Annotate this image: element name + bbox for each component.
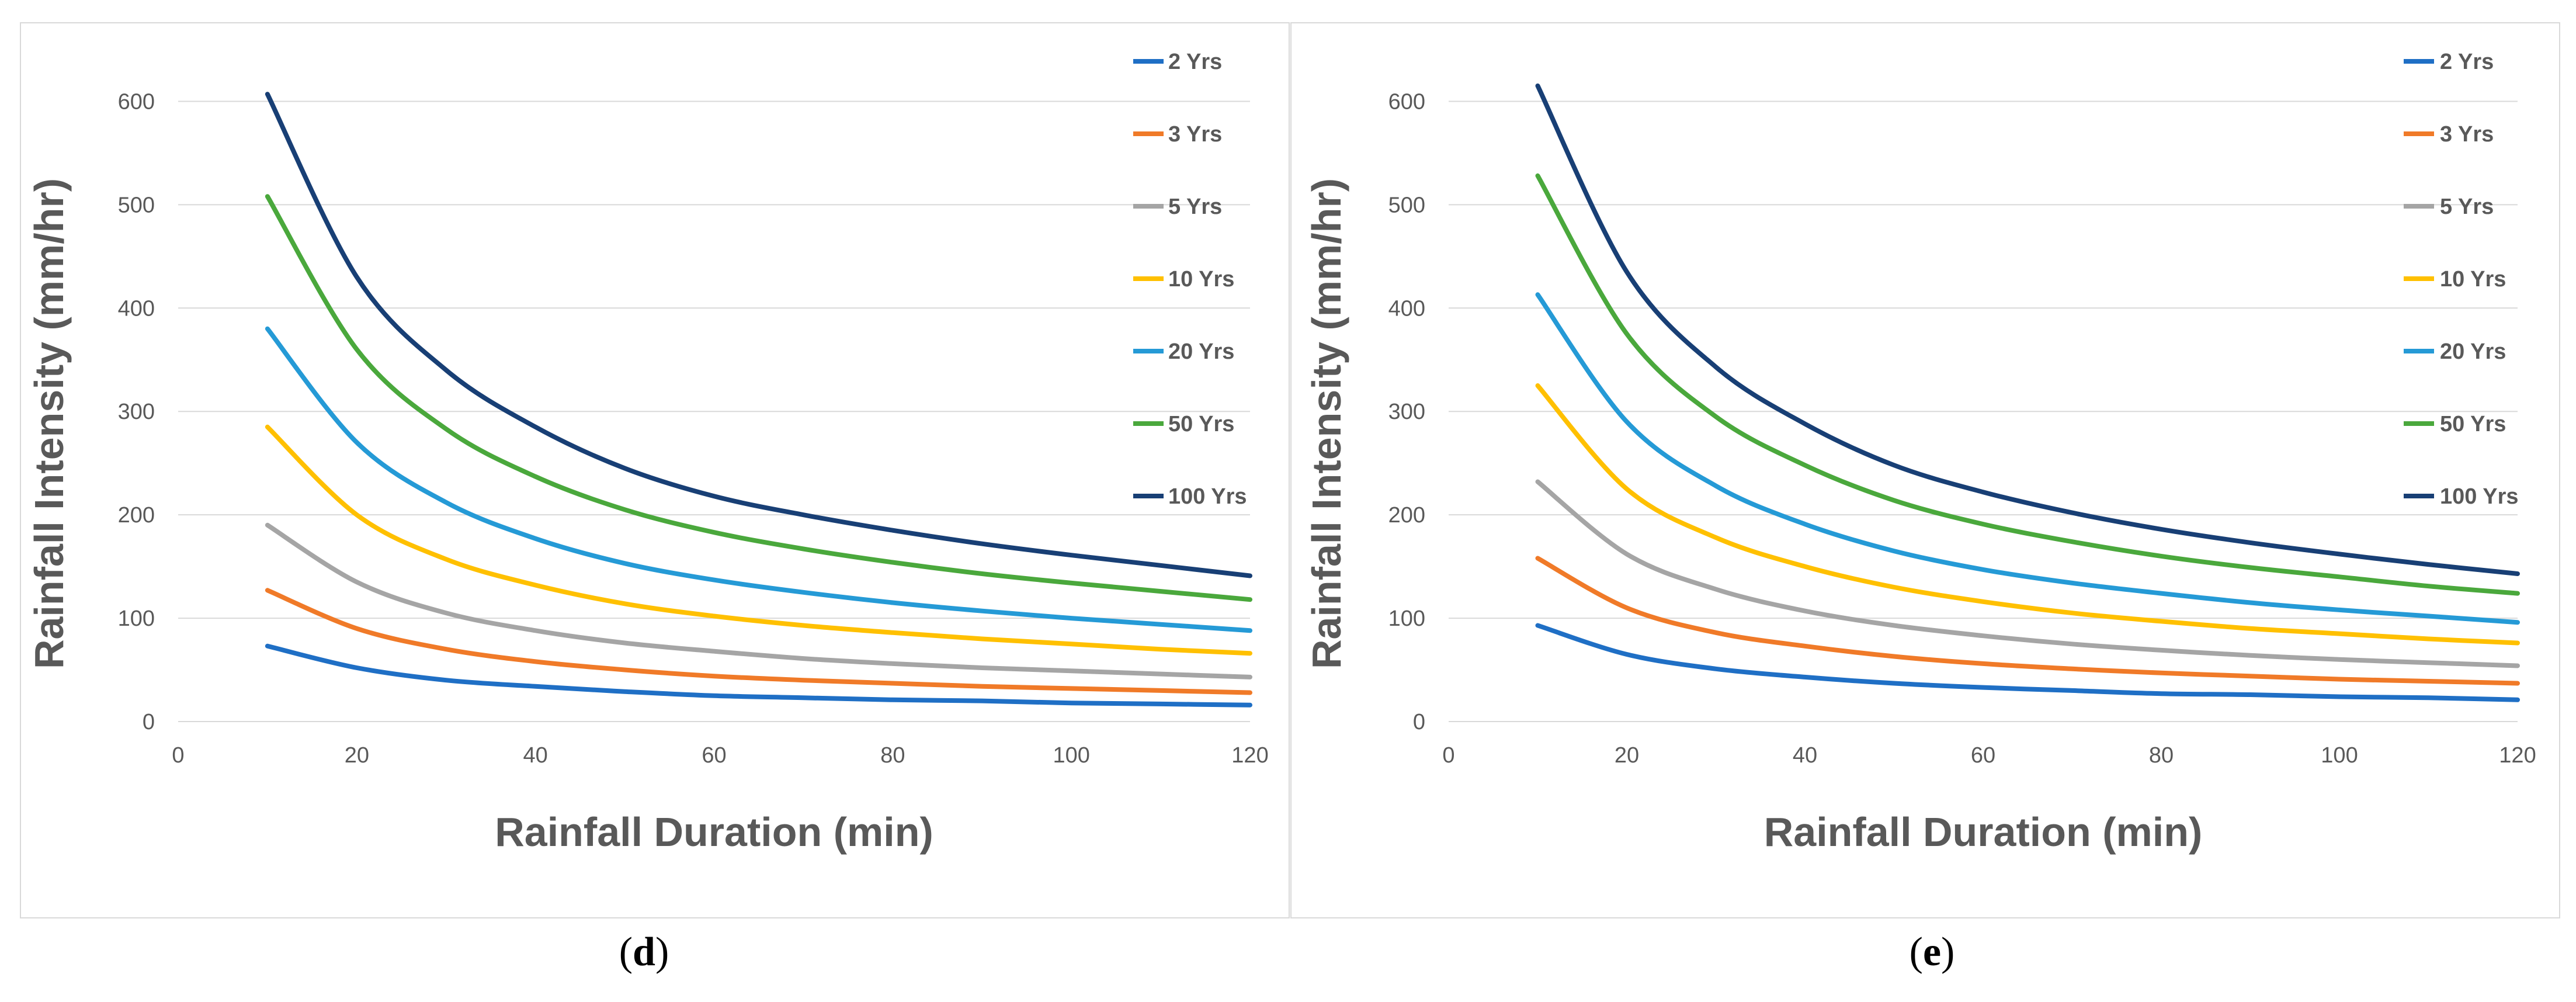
caption-label-e: e <box>1922 930 1942 975</box>
y-tick-label: 0 <box>143 710 155 734</box>
y-tick-label: 100 <box>1388 606 1425 631</box>
caption-e: (e) <box>1909 930 1955 975</box>
panel-e: 0 100 200 300 400 500 600 0 20 40 60 80 100 120 Rainfa… <box>1288 0 2576 1002</box>
series-line-2-yrs <box>1535 623 2520 702</box>
x-tick-label: 120 <box>2499 743 2536 768</box>
series-line-20-yrs <box>265 326 1252 633</box>
legend-label: 2 Yrs <box>1168 50 1222 74</box>
series-line-3-yrs <box>1535 556 2520 686</box>
legend-label: 3 Yrs <box>2440 122 2494 147</box>
y-tick-label: 200 <box>1388 503 1425 528</box>
y-axis-title: Rainfall Intensity (mm/hr) <box>26 178 72 669</box>
y-tick-label: 500 <box>1388 193 1425 217</box>
x-tick-label: 40 <box>523 743 548 768</box>
legend-label: 2 Yrs <box>2440 50 2494 74</box>
legend-label: 50 Yrs <box>2440 412 2506 436</box>
series-line-20-yrs <box>1535 292 2520 625</box>
y-axis-title: Rainfall Intensity (mm/hr) <box>1304 178 1349 669</box>
y-tick-label: 0 <box>1413 710 1425 734</box>
legend-label: 10 Yrs <box>1168 267 1234 292</box>
legend-label: 20 Yrs <box>1168 339 1234 364</box>
x-tick-label: 100 <box>2321 743 2358 768</box>
series-line-3-yrs <box>265 588 1252 695</box>
series-line-10-yrs <box>265 424 1252 656</box>
y-tick-label: 300 <box>1388 400 1425 424</box>
series-line-10-yrs <box>1535 383 2520 646</box>
chart-e: 0 100 200 300 400 500 600 0 20 40 60 80 100 120 Rainfa… <box>1304 50 2536 855</box>
series-line-5-yrs <box>265 522 1252 679</box>
legend-label: 100 Yrs <box>2440 484 2519 509</box>
x-axis-title: Rainfall Duration (min) <box>1764 809 2203 855</box>
x-tick-label: 20 <box>1615 743 1639 768</box>
legend-label: 20 Yrs <box>2440 339 2506 364</box>
y-tick-label: 500 <box>118 193 155 217</box>
legend-label: 5 Yrs <box>2440 195 2494 219</box>
x-tick-label: 60 <box>702 743 726 768</box>
x-tick-label: 20 <box>345 743 369 768</box>
y-tick-label: 400 <box>1388 296 1425 321</box>
series-line-5-yrs <box>1535 479 2520 668</box>
caption-d: (d) <box>619 930 669 975</box>
y-tick-label: 600 <box>1388 89 1425 114</box>
series-line-100-yrs <box>1535 83 2520 576</box>
chart-frame-e <box>1290 22 2560 918</box>
x-tick-label: 120 <box>1231 743 1268 768</box>
caption-label-d: d <box>633 930 655 975</box>
y-tick-label: 300 <box>118 400 155 424</box>
x-tick-label: 100 <box>1053 743 1089 768</box>
legend-label: 10 Yrs <box>2440 267 2506 292</box>
y-tick-label: 200 <box>118 503 155 528</box>
x-axis-title: Rainfall Duration (min) <box>495 809 933 855</box>
x-tick-label: 80 <box>2149 743 2174 768</box>
x-tick-label: 60 <box>1971 743 1995 768</box>
x-tick-label: 0 <box>172 743 184 768</box>
x-tick-label: 40 <box>1793 743 1817 768</box>
panel-d: 0 100 200 300 400 500 600 0 20 40 60 80 100 120 Rainfa… <box>20 22 1290 975</box>
legend-label: 50 Yrs <box>1168 412 1234 436</box>
y-tick-label: 400 <box>118 296 155 321</box>
x-tick-label: 80 <box>880 743 905 768</box>
series-line-100-yrs <box>265 92 1252 578</box>
y-tick-label: 600 <box>118 89 155 114</box>
legend-label: 5 Yrs <box>1168 195 1222 219</box>
series-line-50-yrs <box>265 194 1252 602</box>
legend-label: 3 Yrs <box>1168 122 1222 147</box>
x-tick-label: 0 <box>1442 743 1454 768</box>
series-line-50-yrs <box>1535 173 2520 596</box>
legend-label: 100 Yrs <box>1168 484 1247 509</box>
y-tick-label: 100 <box>118 606 155 631</box>
series-line-2-yrs <box>265 643 1252 708</box>
chart-frame-d <box>20 22 1290 918</box>
chart-d: 0 100 200 300 400 500 600 0 20 40 60 80 100 120 Rainfa… <box>26 50 1269 855</box>
